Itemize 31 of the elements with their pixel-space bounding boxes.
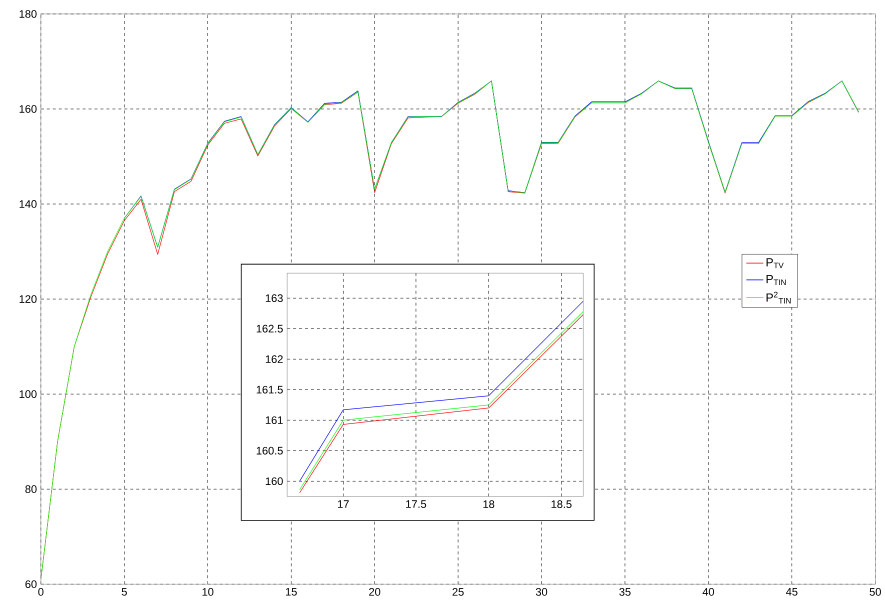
- legend-label: P$_{TIN}$: [766, 274, 786, 285]
- x-tick-label: 10: [202, 588, 214, 596]
- y-tick-label: 120: [20, 295, 37, 303]
- x-tick-label: 17.5: [406, 500, 426, 508]
- y-tick-label: 160.5: [256, 446, 283, 455]
- x-tick-label: 0: [38, 588, 44, 596]
- y-tick-label: 180: [20, 10, 37, 18]
- y-tick-label: 160: [266, 477, 283, 486]
- x-tick-label: 35: [619, 588, 631, 596]
- y-tick-label: 162.5: [256, 324, 283, 332]
- x-tick-label: 25: [452, 588, 464, 596]
- x-tick-label: 40: [702, 588, 714, 596]
- y-tick-label: 162: [266, 355, 283, 363]
- x-tick-label: 17: [338, 500, 349, 508]
- y-tick-label: 161: [266, 416, 283, 424]
- legend-label: P$_{TV}$: [766, 258, 784, 268]
- x-tick-label: 5: [122, 588, 127, 596]
- y-tick-label: 100: [20, 390, 37, 398]
- y-tick-label: 140: [20, 200, 37, 208]
- x-tick-label: 50: [870, 588, 881, 596]
- x-tick-label: 18: [483, 500, 494, 508]
- y-tick-label: 160: [20, 105, 37, 113]
- y-tick-label: 161.5: [256, 386, 283, 394]
- y-tick-label: 60: [25, 580, 37, 588]
- y-tick-label: 80: [25, 485, 37, 493]
- x-tick-label: 15: [286, 588, 297, 596]
- x-tick-label: 30: [536, 588, 548, 596]
- x-tick-label: 45: [786, 588, 798, 596]
- x-tick-label: 18.5: [552, 500, 572, 508]
- y-tick-label: 163: [266, 294, 283, 302]
- x-tick-label: 20: [369, 588, 380, 596]
